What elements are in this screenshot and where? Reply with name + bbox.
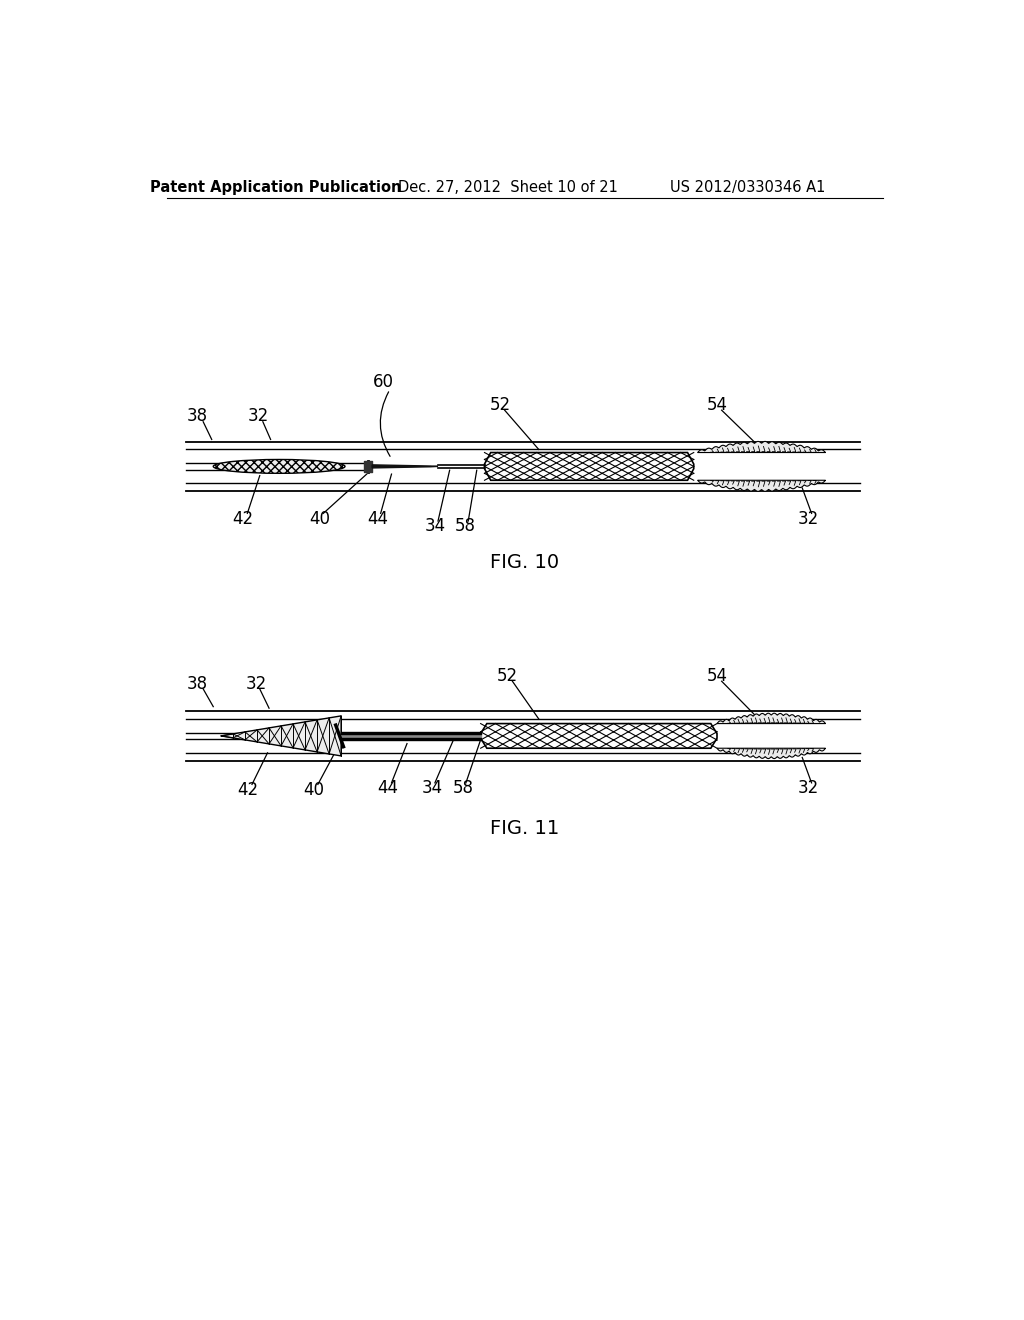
Text: 40: 40 xyxy=(309,510,331,528)
Text: US 2012/0330346 A1: US 2012/0330346 A1 xyxy=(671,180,825,195)
Text: Patent Application Publication: Patent Application Publication xyxy=(150,180,401,195)
Text: 34: 34 xyxy=(421,779,442,797)
Text: FIG. 11: FIG. 11 xyxy=(490,818,559,838)
Text: 58: 58 xyxy=(455,517,475,536)
Text: 54: 54 xyxy=(707,667,727,685)
Ellipse shape xyxy=(213,459,345,474)
Polygon shape xyxy=(221,715,341,756)
Polygon shape xyxy=(480,723,717,748)
Text: Dec. 27, 2012  Sheet 10 of 21: Dec. 27, 2012 Sheet 10 of 21 xyxy=(397,180,617,195)
Text: 32: 32 xyxy=(246,675,266,693)
Text: 42: 42 xyxy=(232,510,253,528)
Text: 32: 32 xyxy=(798,510,819,528)
Polygon shape xyxy=(717,748,825,759)
Polygon shape xyxy=(697,441,825,453)
Text: 42: 42 xyxy=(238,781,259,799)
Polygon shape xyxy=(372,465,438,469)
Polygon shape xyxy=(717,713,825,723)
Text: 38: 38 xyxy=(187,408,208,425)
Text: 38: 38 xyxy=(187,675,208,693)
Text: 44: 44 xyxy=(377,779,398,797)
Text: 58: 58 xyxy=(453,779,473,797)
Text: 40: 40 xyxy=(303,781,325,799)
Text: 60: 60 xyxy=(374,372,394,391)
Text: 52: 52 xyxy=(489,396,511,413)
Polygon shape xyxy=(697,480,825,491)
Polygon shape xyxy=(484,453,693,480)
Text: FIG. 10: FIG. 10 xyxy=(490,553,559,572)
Text: 54: 54 xyxy=(707,396,727,413)
Text: 32: 32 xyxy=(798,779,819,797)
Text: 32: 32 xyxy=(248,408,269,425)
Text: 34: 34 xyxy=(424,517,445,536)
Text: 44: 44 xyxy=(367,510,388,528)
Text: 52: 52 xyxy=(498,667,518,685)
